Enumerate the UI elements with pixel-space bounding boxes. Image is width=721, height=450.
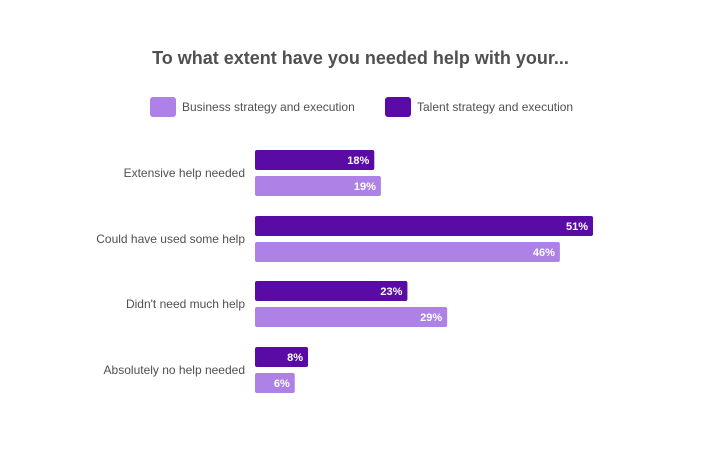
bar	[255, 176, 381, 196]
legend-item-talent: Talent strategy and execution	[385, 96, 573, 118]
bar	[255, 347, 309, 367]
bar	[255, 216, 593, 236]
bar	[255, 242, 560, 262]
data-label: 51%	[566, 221, 588, 233]
bar	[255, 150, 375, 170]
data-label: 8%	[287, 352, 303, 364]
category-label: Extensive help needed	[124, 166, 245, 180]
data-label: 23%	[380, 286, 402, 298]
bar	[255, 373, 295, 393]
chart-title: To what extent have you needed help with…	[152, 48, 569, 68]
data-label: 19%	[354, 181, 376, 193]
category-label: Could have used some help	[96, 232, 245, 246]
chart-legend: Business strategy and execution Talent s…	[0, 96, 721, 118]
legend-swatch-business	[150, 97, 176, 117]
bar	[255, 307, 448, 327]
legend-swatch-talent	[385, 97, 411, 117]
legend-label-talent: Talent strategy and execution	[417, 100, 574, 114]
bar	[255, 281, 408, 301]
category-label: Didn't need much help	[126, 297, 245, 311]
category-label: Absolutely no help needed	[104, 363, 245, 377]
data-label: 29%	[420, 312, 442, 324]
data-label: 6%	[274, 378, 290, 390]
data-label: 46%	[533, 247, 555, 259]
legend-item-business: Business strategy and execution	[150, 96, 355, 118]
legend-label-business: Business strategy and execution	[182, 100, 355, 114]
data-label: 18%	[347, 155, 369, 167]
